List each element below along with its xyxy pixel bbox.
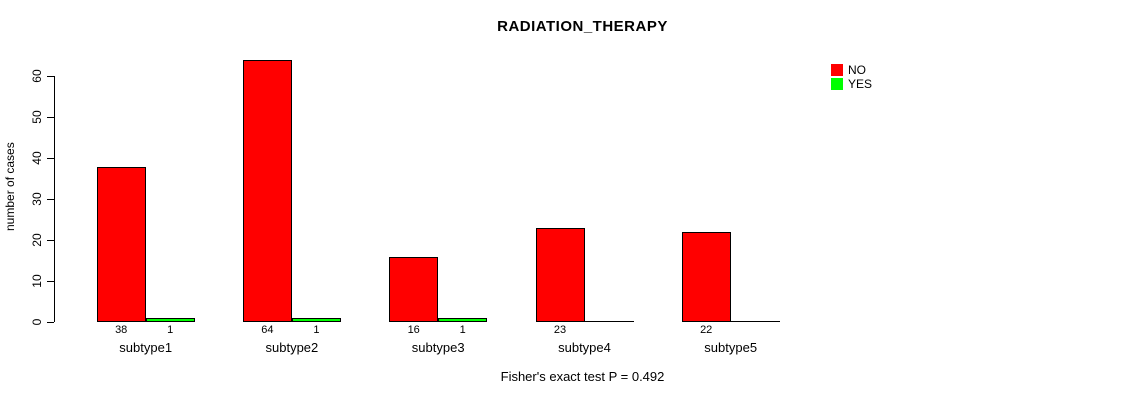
legend-label: NO: [848, 63, 866, 77]
bar-value-label: 16: [407, 324, 420, 336]
y-tick: [47, 158, 54, 159]
bar-yes: [438, 317, 488, 322]
y-tick: [47, 239, 54, 241]
bar-value-label: 1: [459, 324, 466, 336]
bar-value-label: 22: [700, 324, 713, 336]
y-tick-label: 10: [30, 274, 44, 288]
legend-row: NO: [831, 63, 872, 77]
x-tick-label-subtype2: subtype2: [265, 340, 319, 355]
legend-swatch-yes: [831, 78, 843, 90]
y-tick: [47, 117, 54, 119]
y-tick: [47, 321, 54, 323]
bar-value-label: 1: [167, 324, 174, 336]
x-tick-label-subtype4: subtype4: [558, 340, 611, 355]
y-tick-label: 0: [30, 318, 44, 326]
bar-value-label: 64: [261, 324, 274, 336]
x-tick-label-subtype3: subtype3: [411, 340, 465, 355]
bar-no: [96, 166, 146, 322]
y-tick-label: 60: [30, 69, 44, 83]
legend-swatch-no: [831, 64, 843, 76]
bar-no: [242, 60, 292, 322]
bar-no: [389, 256, 439, 322]
bar-yes: [291, 317, 341, 322]
legend: NO YES: [831, 63, 872, 91]
y-tick: [47, 76, 54, 78]
x-tick-label-subtype5: subtype5: [704, 340, 758, 355]
y-tick: [47, 280, 54, 282]
bar-value-label: 1: [313, 324, 320, 336]
y-tick: [47, 198, 54, 200]
bar-value-label: 23: [553, 324, 567, 336]
statistic-annotation: Fisher's exact test P = 0.492: [500, 369, 665, 384]
y-axis-line: [54, 76, 55, 322]
y-axis-label: number of cases: [3, 142, 17, 232]
zero-bar-line: [584, 321, 634, 322]
bar-no: [681, 232, 731, 322]
y-tick-label: 40: [30, 151, 44, 165]
bar-yes: [145, 317, 195, 322]
bar-no: [535, 227, 585, 322]
legend-row: YES: [831, 77, 872, 91]
x-tick-label-subtype1: subtype1: [119, 340, 173, 355]
y-tick-label: 50: [30, 110, 44, 124]
zero-bar-line: [730, 321, 780, 322]
bar-value-label: 38: [115, 324, 128, 336]
legend-label: YES: [848, 77, 873, 91]
y-tick-label: 30: [30, 192, 44, 206]
y-tick-label: 20: [30, 233, 44, 247]
chart-title: RADIATION_THERAPY: [497, 18, 668, 35]
